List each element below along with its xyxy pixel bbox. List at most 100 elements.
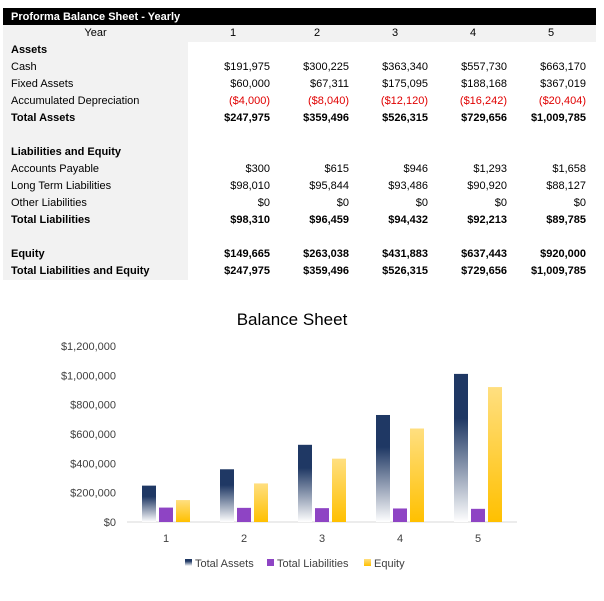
cell-value: $1,009,785 — [530, 265, 586, 277]
y-tick-label: $600,000 — [70, 429, 116, 441]
table-row: Accumulated Depreciation ($4,000) ($8,040)… — [3, 93, 596, 110]
cell-value: $0 — [415, 197, 428, 209]
y-tick-label: $200,000 — [70, 488, 116, 500]
cell-value: $98,010 — [230, 180, 270, 192]
row-label — [3, 127, 188, 144]
cell-value: $637,443 — [461, 248, 507, 260]
legend-label: Total Liabilities — [277, 558, 349, 570]
year-header: 5 — [547, 27, 555, 39]
year-header: 4 — [469, 27, 477, 39]
cell-value: $98,310 — [230, 214, 270, 226]
cell-value: $175,095 — [382, 78, 428, 90]
cell-value: $526,315 — [382, 265, 428, 277]
table-row — [3, 127, 596, 144]
y-tick-label: $400,000 — [70, 458, 116, 470]
legend-swatch — [267, 559, 274, 566]
bar-equity — [488, 387, 502, 522]
table-row: Cash $191,975 $300,225 $363,340 $557,730 $663… — [3, 59, 596, 76]
year-label: Year — [3, 25, 188, 42]
row-label: Accounts Payable — [3, 161, 188, 178]
table-row: Liabilities and Equity — [3, 144, 596, 161]
row-label: Fixed Assets — [3, 76, 188, 93]
cell-value — [270, 127, 349, 144]
cell-value: $300 — [245, 163, 270, 175]
legend-label: Total Assets — [195, 558, 254, 570]
x-tick-label: 3 — [319, 533, 325, 545]
cell-value: $367,019 — [540, 78, 586, 90]
legend-swatch — [185, 559, 192, 566]
bar-equity — [176, 500, 190, 522]
table-row: Fixed Assets $60,000 $67,311 $175,095 $188,1… — [3, 76, 596, 93]
bar-equity — [254, 483, 268, 522]
cell-value: $96,459 — [309, 214, 349, 226]
chart-title: Balance Sheet — [237, 310, 348, 329]
cell-value — [349, 144, 428, 161]
cell-value — [349, 42, 428, 59]
row-label — [3, 229, 188, 246]
cell-value — [507, 127, 586, 144]
cell-value — [428, 144, 507, 161]
cell-value: $89,785 — [546, 214, 586, 226]
cell-value: $90,920 — [467, 180, 507, 192]
cell-value — [270, 144, 349, 161]
cell-value: $1,293 — [473, 163, 507, 175]
cell-value: $247,975 — [224, 265, 270, 277]
cell-value: $88,127 — [546, 180, 586, 192]
cell-value: $300,225 — [303, 61, 349, 73]
cell-value — [507, 144, 586, 161]
cell-value — [270, 229, 349, 246]
cell-value — [188, 42, 270, 59]
bar-total-liabilities — [393, 508, 407, 522]
cell-value — [188, 144, 270, 161]
row-label: Cash — [3, 59, 188, 76]
cell-value — [428, 229, 507, 246]
cell-value — [188, 127, 270, 144]
cell-value: $729,656 — [461, 112, 507, 124]
cell-value: ($12,120) — [380, 95, 428, 107]
table-row: Equity $149,665 $263,038 $431,883 $637,443 $9… — [3, 246, 596, 263]
row-label: Total Assets — [3, 110, 188, 127]
balance-sheet-chart: Balance Sheet $0 $200,000 $400,000 $600,000 $… — [61, 310, 517, 570]
row-label: Assets — [3, 42, 188, 59]
cell-value: $557,730 — [461, 61, 507, 73]
cell-value: $729,656 — [461, 265, 507, 277]
x-tick-label: 4 — [397, 533, 403, 545]
cell-value: $359,496 — [303, 112, 349, 124]
row-label: Liabilities and Equity — [3, 144, 188, 161]
cell-value: $95,844 — [309, 180, 349, 192]
cell-value: $188,168 — [461, 78, 507, 90]
bar-total-assets — [142, 485, 156, 522]
cell-value: $920,000 — [540, 248, 586, 260]
cell-value: $0 — [336, 197, 349, 209]
table-row: Assets — [3, 42, 596, 59]
table-row: Total Assets $247,975 $359,496 $526,315 $729… — [3, 110, 596, 127]
cell-value: $67,311 — [310, 78, 349, 90]
y-tick-label: $1,000,000 — [61, 370, 116, 382]
x-tick-label: 5 — [475, 533, 481, 545]
cell-value: $363,340 — [382, 61, 428, 73]
table-row: Total Liabilities $98,310 $96,459 $94,432 $9… — [3, 212, 596, 229]
year-header: 2 — [313, 27, 321, 39]
row-label: Other Liabilities — [3, 195, 188, 212]
y-tick-label: $0 — [104, 517, 116, 529]
bar-total-assets — [298, 444, 312, 522]
cell-value: $93,486 — [388, 180, 428, 192]
bar-equity — [332, 458, 346, 522]
legend-label: Equity — [374, 558, 405, 570]
cell-value: ($16,242) — [459, 95, 507, 107]
cell-value: $663,170 — [540, 61, 586, 73]
cell-value: $359,496 — [303, 265, 349, 277]
balance-sheet-table: Proforma Balance Sheet - Yearly Year 1 2… — [3, 8, 596, 280]
row-label: Total Liabilities — [3, 212, 188, 229]
row-label: Accumulated Depreciation — [3, 93, 188, 110]
year-header: 3 — [391, 27, 399, 39]
cell-value — [188, 229, 270, 246]
cell-value — [270, 42, 349, 59]
cell-value: $94,432 — [388, 214, 428, 226]
row-label: Long Term Liabilities — [3, 178, 188, 195]
table-row: Accounts Payable $300 $615 $946 $1,293 $1,658 — [3, 161, 596, 178]
cell-value: $60,000 — [230, 78, 270, 90]
cell-value: $946 — [403, 163, 428, 175]
legend-swatch — [364, 559, 371, 566]
row-label: Total Liabilities and Equity — [3, 263, 188, 280]
